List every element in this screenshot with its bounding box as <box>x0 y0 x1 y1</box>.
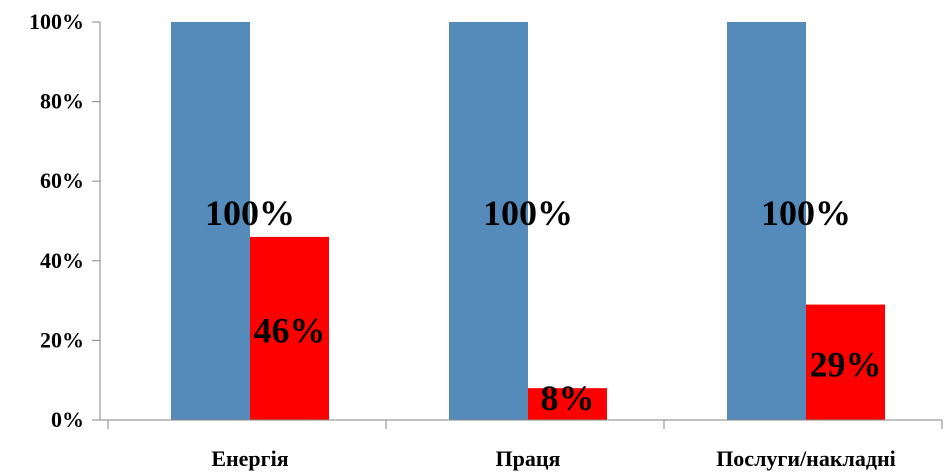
x-axis: Енергія Праця Послуги/накладні <box>100 419 943 471</box>
x-category-label: Послуги/накладні <box>716 446 896 471</box>
data-label-series-2-1: 8% <box>541 378 595 418</box>
y-tick-label: 60% <box>40 168 84 193</box>
data-label-series-1-2: 100% <box>761 193 851 233</box>
data-label-series-1-0: 100% <box>205 193 295 233</box>
data-labels: 100% 46% 100% 8% 100% 29% <box>205 193 882 418</box>
data-label-series-1-1: 100% <box>483 193 573 233</box>
y-tick-label: 80% <box>40 89 84 114</box>
bars <box>171 22 885 420</box>
bar-series-2-0 <box>250 236 329 420</box>
data-label-series-2-2: 29% <box>810 344 882 384</box>
bar-series-1-0 <box>171 22 250 420</box>
bar-series-2-2 <box>806 304 885 420</box>
y-axis: 0% 20% 40% 60% 80% 100% <box>29 9 101 432</box>
bar-series-2-1 <box>528 388 607 420</box>
bar-series-1-1 <box>449 22 528 420</box>
x-category-label: Праця <box>496 446 561 471</box>
bar-series-1-2 <box>727 22 806 420</box>
y-tick-label: 100% <box>29 9 84 34</box>
y-tick-label: 40% <box>40 248 84 273</box>
data-label-series-2-0: 46% <box>254 310 326 350</box>
x-category-label: Енергія <box>211 446 288 471</box>
y-tick-label: 0% <box>51 407 84 432</box>
y-tick-label: 20% <box>40 327 84 352</box>
